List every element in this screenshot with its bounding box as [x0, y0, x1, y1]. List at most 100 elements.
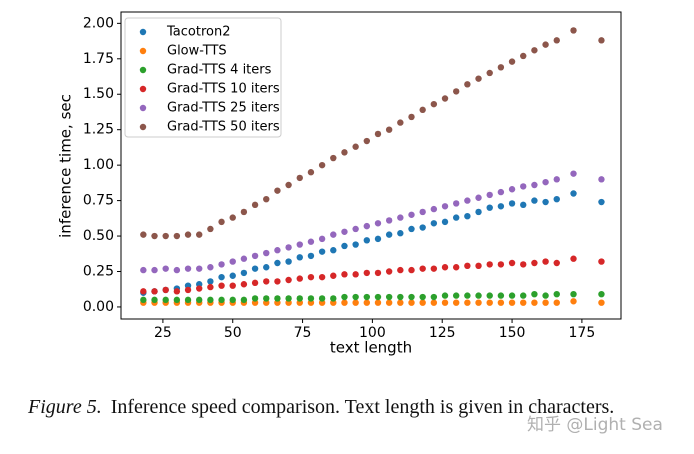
- x-tick-label: 25: [154, 325, 172, 341]
- point: [374, 130, 382, 138]
- point: [408, 225, 415, 233]
- x-tick-label: 125: [429, 325, 456, 341]
- point: [441, 292, 449, 299]
- point: [531, 299, 538, 306]
- point: [207, 264, 214, 271]
- point: [497, 188, 505, 196]
- point: [318, 161, 326, 169]
- point: [184, 286, 192, 294]
- x-tick-label: 150: [499, 325, 526, 341]
- point: [285, 276, 292, 284]
- point: [318, 273, 326, 281]
- point: [419, 293, 426, 301]
- point: [307, 295, 315, 302]
- y-tick-label: 2.00: [83, 15, 114, 31]
- point: [520, 261, 527, 268]
- point: [553, 37, 560, 44]
- point: [385, 268, 393, 275]
- point: [263, 249, 270, 257]
- point: [553, 176, 560, 183]
- point: [408, 211, 415, 218]
- point: [419, 224, 426, 231]
- legend-label: Grad-TTS 4 iters: [167, 63, 272, 78]
- point: [520, 52, 527, 60]
- point: [598, 258, 605, 265]
- point: [251, 295, 259, 302]
- point: [363, 293, 371, 301]
- point: [397, 214, 404, 221]
- legend-label: Grad-TTS 10 iters: [167, 82, 280, 97]
- point: [441, 264, 449, 271]
- legend-label: Grad-TTS 25 iters: [167, 101, 280, 116]
- point: [419, 265, 426, 272]
- point: [307, 273, 315, 281]
- point: [452, 88, 460, 95]
- point: [274, 278, 281, 285]
- point: [263, 195, 270, 203]
- point: [151, 296, 158, 304]
- point: [140, 288, 147, 295]
- point: [352, 143, 359, 150]
- point: [464, 81, 471, 88]
- point: [374, 293, 382, 301]
- point: [184, 296, 192, 304]
- point: [520, 183, 527, 190]
- point: [598, 37, 605, 44]
- point: [218, 282, 225, 289]
- point: [207, 296, 214, 304]
- point: [464, 299, 471, 306]
- point: [475, 292, 482, 299]
- point: [374, 220, 382, 227]
- point: [173, 288, 181, 295]
- point: [296, 295, 303, 302]
- point: [508, 259, 516, 267]
- point: [173, 232, 181, 240]
- point: [374, 299, 382, 306]
- point: [330, 231, 337, 238]
- point: [408, 113, 415, 121]
- caption-label: Figure 5.: [28, 396, 102, 418]
- point: [430, 220, 438, 227]
- point: [296, 254, 303, 261]
- point: [475, 75, 482, 82]
- point: [296, 275, 303, 282]
- x-tick-label: 100: [359, 325, 386, 341]
- point: [307, 238, 315, 245]
- point: [296, 241, 303, 248]
- point: [531, 197, 538, 204]
- point: [285, 244, 292, 251]
- point: [419, 299, 426, 306]
- point: [570, 290, 577, 298]
- point: [464, 212, 471, 220]
- point: [374, 269, 382, 277]
- point: [441, 218, 449, 226]
- point: [452, 200, 460, 207]
- point: [162, 286, 169, 294]
- point: [408, 266, 415, 274]
- watermark: 知乎 @Light Sea: [527, 415, 663, 435]
- point: [240, 208, 248, 216]
- point: [497, 64, 505, 71]
- point: [341, 299, 348, 306]
- point: [385, 293, 393, 301]
- point: [542, 292, 549, 299]
- point: [542, 198, 549, 206]
- point: [341, 242, 348, 250]
- point: [218, 296, 225, 304]
- point: [240, 255, 248, 262]
- legend-label: Grad-TTS 50 iters: [167, 120, 280, 135]
- point: [430, 293, 438, 301]
- point: [464, 262, 471, 270]
- point: [419, 106, 426, 114]
- point: [464, 197, 471, 204]
- point: [173, 266, 181, 274]
- point: [520, 299, 527, 306]
- point: [352, 299, 359, 306]
- legend-marker: [139, 28, 147, 36]
- point: [452, 214, 460, 221]
- x-tick-label: 175: [569, 325, 596, 341]
- point: [441, 203, 449, 210]
- point: [229, 296, 236, 304]
- point: [486, 69, 493, 77]
- point: [285, 295, 292, 302]
